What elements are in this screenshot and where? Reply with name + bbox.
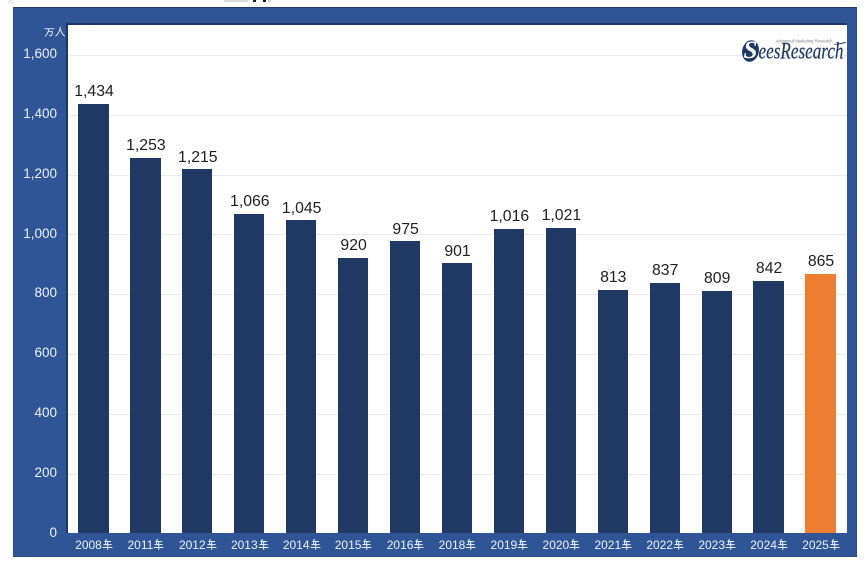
svg-text:Advanced Marketing Research: Advanced Marketing Research (776, 39, 833, 44)
svg-text:eesResearch: eesResearch (759, 38, 844, 64)
svg-text:S: S (743, 37, 757, 64)
